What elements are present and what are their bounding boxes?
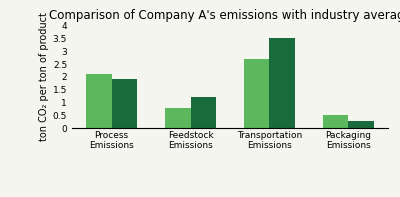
Bar: [244, 59, 270, 128]
Bar: [323, 115, 348, 128]
Bar: [165, 108, 190, 128]
Bar: [190, 97, 216, 128]
Bar: [348, 121, 374, 128]
Bar: [86, 74, 112, 128]
Y-axis label: ton CO₂ per ton of product: ton CO₂ per ton of product: [38, 12, 48, 141]
Title: Comparison of Company A's emissions with industry average: Comparison of Company A's emissions with…: [49, 9, 400, 22]
Bar: [270, 38, 295, 128]
Bar: [112, 79, 137, 128]
